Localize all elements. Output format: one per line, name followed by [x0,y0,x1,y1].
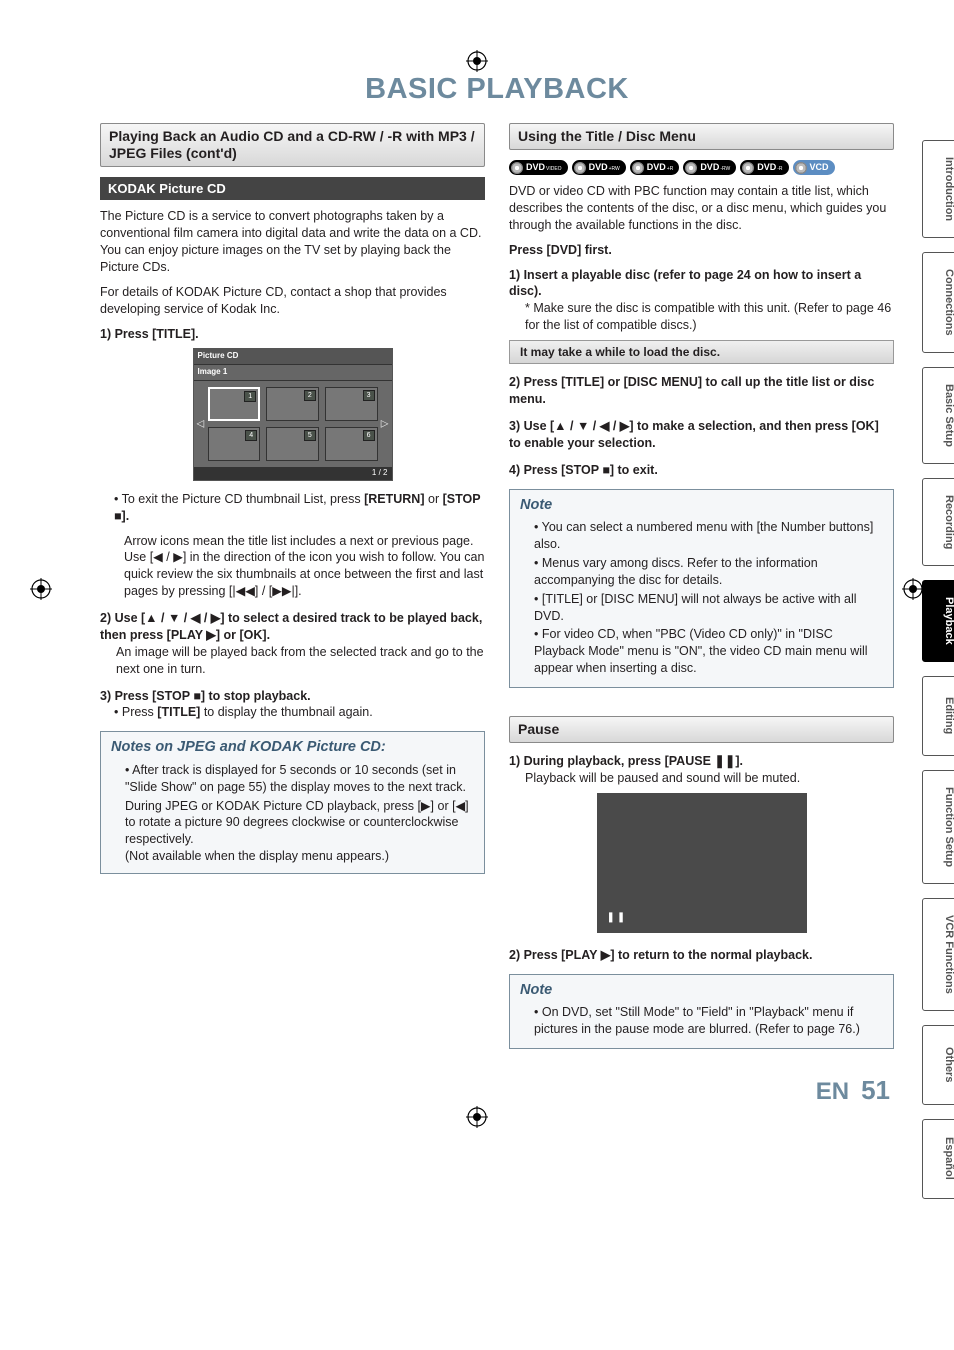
pause-step1: 1) During playback, press [PAUSE ❚❚]. [509,753,894,770]
page-number: 51 [861,1073,890,1108]
thumb-5: 5 [266,427,319,461]
tm-step1: 1) Insert a playable disc (refer to page… [509,267,894,301]
notes-jpeg-kodak: Notes on JPEG and KODAK Picture CD: Afte… [100,731,485,874]
pause-step2: 2) Press [PLAY ▶] to return to the norma… [509,947,894,964]
tm-note-3: [TITLE] or [DISC MENU] will not always b… [534,591,883,625]
subheader-kodak: KODAK Picture CD [100,177,485,201]
badge-dvd-minus-r: DVD-R [740,160,788,175]
tab-recording[interactable]: Recording [922,478,954,566]
section-header-pause: Pause [509,716,894,743]
pause-note: Note On DVD, set "Still Mode" to "Field"… [509,974,894,1049]
tab-others[interactable]: Others [922,1025,954,1105]
pcd-page-indicator: 1 / 2 [194,467,392,480]
kodak-p2: For details of KODAK Picture CD, contact… [100,284,485,318]
side-tabs: Introduction Connections Basic Setup Rec… [922,140,954,1199]
crop-mark-icon [30,578,52,600]
step2-body: An image will be played back from the se… [100,644,485,678]
tab-vcr-functions[interactable]: VCR Functions [922,898,954,1011]
badge-dvd-plus-r: DVD+R [630,160,680,175]
pcd-title: Picture CD [194,349,392,365]
tm-step2: 2) Press [TITLE] or [DISC MENU] to call … [509,374,894,408]
badge-dvd-plus-rw: DVD+RW [572,160,626,175]
thumb-1: 1 [208,387,261,421]
disc-badges: DVDVIDEO DVD+RW DVD+R DVD-RW DVD-R VCD [509,160,894,175]
tm-step1-sub: * Make sure the disc is compatible with … [509,300,894,334]
badge-dvd-video: DVDVIDEO [509,160,568,175]
tab-connections[interactable]: Connections [922,252,954,353]
prev-page-icon: ◁ [197,417,205,431]
page-title: BASIC PLAYBACK [100,70,894,109]
step2-label: 2) Use [▲ / ▼ / ◀ / ▶] to select a desir… [100,610,485,644]
step1-note-b: Arrow icons mean the title list includes… [100,533,485,601]
thumb-6: 6 [325,427,378,461]
notes-body2: During JPEG or KODAK Picture CD playback… [111,798,474,849]
step1-note-a: To exit the Picture CD thumbnail List, p… [114,491,485,525]
left-column: Playing Back an Audio CD and a CD-RW / -… [100,123,485,1049]
section-header-audio-cd: Playing Back an Audio CD and a CD-RW / -… [100,123,485,167]
manual-page: Introduction Connections Basic Setup Rec… [0,30,954,1148]
notes-body1: After track is displayed for 5 seconds o… [125,762,474,796]
step3-label: 3) Press [STOP ■] to stop playback. [100,688,485,705]
crop-mark-icon [466,1106,488,1128]
tab-playback[interactable]: Playback [922,580,954,662]
thumb-4: 4 [208,427,261,461]
notes-title: Notes on JPEG and KODAK Picture CD: [111,738,474,758]
page-footer: EN 51 [100,1073,894,1108]
badge-dvd-minus-rw: DVD-RW [683,160,736,175]
next-page-icon: ▷ [381,417,389,431]
thumb-2: 2 [266,387,319,421]
right-column: Using the Title / Disc Menu DVDVIDEO DVD… [509,123,894,1049]
notes-body3: (Not available when the display menu app… [111,848,474,865]
picture-cd-panel: Picture CD Image 1 ◁ ▷ 1 2 3 4 5 6 [193,348,393,480]
tm-step3: 3) Use [▲ / ▼ / ◀ / ▶] to make a selecti… [509,418,894,452]
tab-editing[interactable]: Editing [922,676,954,756]
crop-mark-icon [466,50,488,72]
badge-vcd: VCD [793,160,835,175]
title-menu-note: Note You can select a numbered menu with… [509,489,894,688]
pause-step1-body: Playback will be paused and sound will b… [509,770,894,787]
load-disc-pill: It may take a while to load the disc. [509,340,894,364]
step1-label: 1) Press [TITLE]. [100,326,485,343]
section-header-title-menu: Using the Title / Disc Menu [509,123,894,150]
pause-icon: ❚❚ [607,911,628,925]
title-menu-intro: DVD or video CD with PBC function may co… [509,183,894,234]
tab-function-setup[interactable]: Function Setup [922,770,954,884]
press-dvd-first: Press [DVD] first. [509,242,894,259]
step3-body: Press [TITLE] to display the thumbnail a… [114,704,485,721]
pcd-subtitle: Image 1 [194,365,392,381]
kodak-p1: The Picture CD is a service to convert p… [100,208,485,276]
lang-code: EN [816,1076,849,1108]
pause-note-item: On DVD, set "Still Mode" to "Field" in "… [534,1004,883,1038]
tm-step4: 4) Press [STOP ■] to exit. [509,462,894,479]
tab-introduction[interactable]: Introduction [922,140,954,238]
tm-note-4: For video CD, when "PBC (Video CD only)"… [534,626,883,677]
pause-note-title: Note [520,981,883,1001]
crop-mark-icon [902,578,924,600]
thumb-3: 3 [325,387,378,421]
tab-basic-setup[interactable]: Basic Setup [922,367,954,464]
pause-display: ❚❚ [597,793,807,933]
tab-espanol[interactable]: Español [922,1119,954,1199]
tm-note-2: Menus vary among discs. Refer to the inf… [534,555,883,589]
tm-note-1: You can select a numbered menu with [the… [534,519,883,553]
tm-note-title: Note [520,496,883,516]
